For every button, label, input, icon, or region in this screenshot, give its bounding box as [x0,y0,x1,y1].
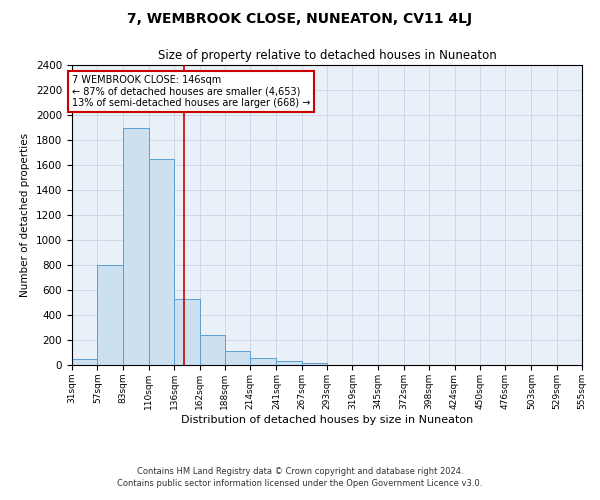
Y-axis label: Number of detached properties: Number of detached properties [20,133,31,297]
Bar [149,159,174,365]
Text: 7, WEMBROOK CLOSE, NUNEATON, CV11 4LJ: 7, WEMBROOK CLOSE, NUNEATON, CV11 4LJ [127,12,473,26]
X-axis label: Distribution of detached houses by size in Nuneaton: Distribution of detached houses by size … [181,414,473,424]
Title: Size of property relative to detached houses in Nuneaton: Size of property relative to detached ho… [158,50,496,62]
Bar [122,128,149,365]
Bar [199,335,225,365]
Bar [302,362,327,365]
Bar [225,351,250,365]
Bar [277,361,302,365]
Text: Contains HM Land Registry data © Crown copyright and database right 2024.
Contai: Contains HM Land Registry data © Crown c… [118,466,482,487]
Text: 7 WEMBROOK CLOSE: 146sqm
← 87% of detached houses are smaller (4,653)
13% of sem: 7 WEMBROOK CLOSE: 146sqm ← 87% of detach… [72,75,310,108]
Bar [97,265,122,365]
Bar [174,298,200,365]
Bar [72,359,97,365]
Bar [250,358,277,365]
